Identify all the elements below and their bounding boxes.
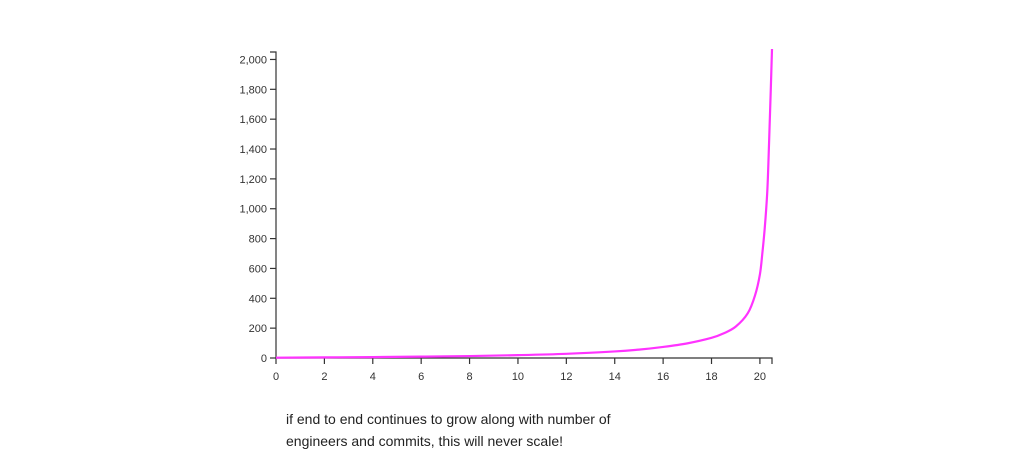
y-tick-label: 2,000: [239, 54, 267, 66]
x-tick-label: 4: [370, 371, 376, 383]
y-tick-label: 400: [249, 293, 267, 305]
chart: 02004006008001,0001,2001,4001,6001,8002,…: [239, 48, 774, 383]
x-tick-label: 20: [754, 371, 766, 383]
y-tick-label: 600: [249, 263, 267, 275]
x-tick-label: 18: [705, 371, 717, 383]
y-tick-label: 1,000: [239, 204, 267, 216]
plot-area: [275, 48, 774, 359]
series-line: [275, 48, 774, 359]
y-tick-label: 1,600: [239, 114, 267, 126]
caption: if end to end continues to grow along wi…: [286, 408, 726, 452]
caption-line-2: engineers and commits, this will never s…: [286, 433, 564, 449]
x-tick-label: 2: [321, 371, 327, 383]
x-axis: 0 2 4 6 8 10 12 14 16 18 20: [273, 357, 773, 383]
y-tick-label: 200: [249, 323, 267, 335]
x-tick-label: 14: [609, 371, 621, 383]
x-axis-line: [276, 357, 773, 364]
y-tick-label: 1,800: [239, 84, 267, 96]
x-tick-label: 10: [512, 371, 524, 383]
caption-line-1: if end to end continues to grow along wi…: [286, 411, 611, 427]
x-tick-label: 0: [273, 371, 279, 383]
y-tick-label: 800: [249, 234, 267, 246]
x-tick-label: 6: [418, 371, 424, 383]
x-tick-label: 8: [466, 371, 472, 383]
x-tick-label: 12: [560, 371, 572, 383]
y-axis: 0 200 400 600 800 1,000 1,200 1,400 1,600 1,800 2,…: [239, 51, 277, 365]
y-tick-label: 0: [261, 353, 267, 365]
y-tick-label: 1,200: [239, 174, 267, 186]
y-axis-line: [270, 51, 277, 358]
x-tick-label: 16: [657, 371, 669, 383]
y-tick-label: 1,400: [239, 144, 267, 156]
